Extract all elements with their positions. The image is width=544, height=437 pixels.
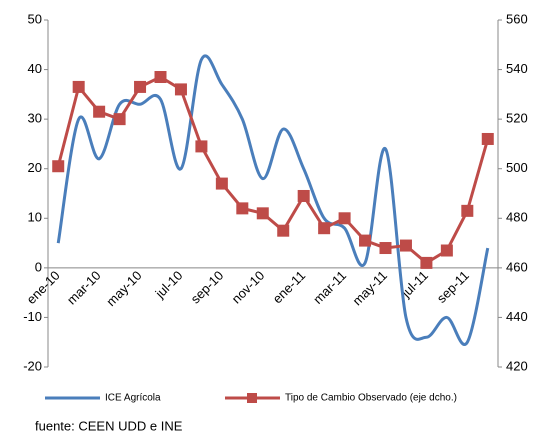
y-tick-label: 40 (28, 61, 42, 76)
marker (481, 132, 494, 145)
marker (195, 140, 208, 153)
y2-tick-label: 540 (506, 61, 528, 76)
series-line (56, 54, 490, 347)
marker (379, 242, 392, 255)
y-tick-label: 30 (28, 111, 42, 126)
marker (236, 202, 249, 215)
y2-tick-label: 560 (506, 11, 528, 26)
marker (399, 239, 412, 252)
x-tick-label: mar-10 (64, 268, 104, 308)
y-tick-label: -20 (23, 358, 42, 373)
legend-marker (247, 393, 257, 403)
y-tick-label: 50 (28, 11, 42, 26)
legend-label: Tipo de Cambio Observado (eje dcho.) (285, 393, 457, 404)
marker (297, 189, 310, 202)
marker (256, 207, 269, 220)
series-line (56, 75, 490, 265)
marker (93, 105, 106, 118)
x-tick-label: may-10 (103, 268, 144, 309)
marker (215, 177, 228, 190)
y-tick-label: 10 (28, 210, 42, 225)
x-tick-label: ene-10 (24, 268, 63, 307)
y2-tick-label: 520 (506, 111, 528, 126)
marker (461, 204, 474, 217)
marker (277, 224, 290, 237)
marker (359, 234, 372, 247)
marker (52, 160, 65, 173)
y-tick-label: -10 (23, 309, 42, 324)
x-tick-label: mar-11 (310, 268, 349, 307)
x-tick-label: nov-10 (229, 268, 268, 307)
marker (420, 256, 433, 269)
marker (113, 113, 126, 126)
legend-label: ICE Agrícola (105, 393, 161, 404)
y-tick-label: 0 (35, 259, 42, 274)
marker (72, 80, 85, 93)
y2-tick-label: 500 (506, 160, 528, 175)
marker (318, 222, 331, 235)
marker (154, 71, 167, 84)
marker (338, 212, 351, 225)
y2-tick-label: 440 (506, 309, 528, 324)
y2-tick-label: 420 (506, 358, 528, 373)
x-tick-label: jul-10 (152, 268, 186, 302)
x-tick-label: may-11 (349, 268, 390, 309)
source-note: fuente: CEEN UDD e INE (35, 418, 183, 433)
x-tick-label: sep-10 (188, 268, 227, 307)
marker (174, 83, 187, 96)
x-tick-label: sep-11 (434, 268, 472, 306)
marker (440, 244, 453, 257)
y2-tick-label: 480 (506, 210, 528, 225)
y-tick-label: 20 (28, 160, 42, 175)
x-tick-label: ene-11 (270, 268, 309, 307)
marker (134, 80, 147, 93)
y2-tick-label: 460 (506, 259, 528, 274)
